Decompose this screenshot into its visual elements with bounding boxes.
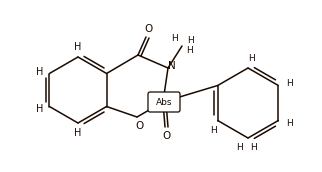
- Text: H: H: [36, 67, 43, 77]
- Text: H: H: [286, 119, 293, 128]
- Text: O: O: [163, 131, 171, 141]
- Text: O: O: [145, 24, 153, 34]
- Text: H: H: [36, 104, 43, 114]
- Text: H: H: [249, 53, 255, 62]
- Text: H: H: [210, 126, 217, 135]
- Text: H: H: [251, 143, 257, 153]
- Text: Abs: Abs: [156, 98, 172, 106]
- Text: H: H: [187, 46, 194, 55]
- FancyBboxPatch shape: [148, 92, 180, 112]
- Text: H: H: [74, 42, 82, 52]
- Text: H: H: [172, 34, 178, 42]
- Text: H: H: [237, 143, 243, 153]
- Text: H: H: [74, 128, 82, 138]
- Text: H: H: [286, 79, 293, 88]
- Text: H: H: [188, 35, 194, 45]
- Text: N: N: [168, 61, 176, 71]
- Text: O: O: [136, 121, 144, 131]
